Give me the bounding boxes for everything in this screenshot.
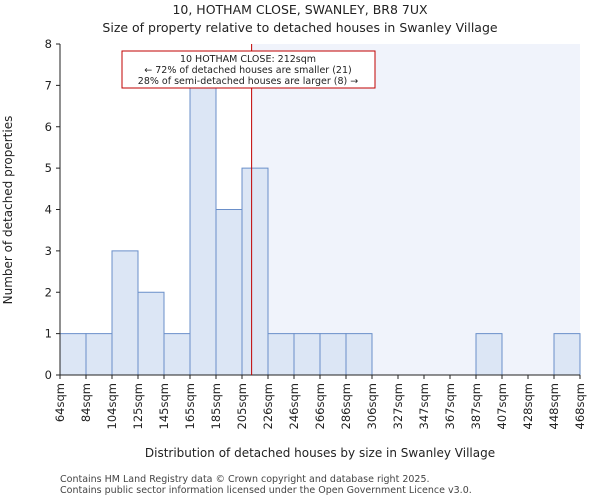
annotation-line-1: 10 HOTHAM CLOSE: 212sqm	[180, 54, 316, 65]
highlight-region	[251, 44, 580, 375]
annotation-line-3: 28% of semi-detached houses are larger (…	[138, 76, 358, 87]
x-tick-label: 407sqm	[495, 383, 509, 429]
y-tick-label: 5	[45, 161, 52, 175]
x-tick-label: 266sqm	[313, 383, 327, 429]
x-tick-label: 428sqm	[521, 383, 535, 429]
x-tick-label: 205sqm	[235, 383, 249, 429]
y-tick-label: 0	[45, 368, 52, 382]
x-tick-label: 145sqm	[157, 383, 171, 429]
bar-84sqm	[85, 333, 113, 376]
x-tick-label: 327sqm	[391, 383, 405, 429]
bar-104sqm	[111, 250, 139, 376]
x-tick-label: 367sqm	[443, 383, 457, 429]
annotation-line-2: ← 72% of detached houses are smaller (21…	[144, 65, 351, 76]
bar-205sqm	[241, 167, 269, 376]
bar-448sqm	[553, 333, 581, 376]
y-tick-label: 4	[45, 203, 52, 217]
x-tick-label: 64sqm	[53, 383, 67, 422]
x-tick-label: 84sqm	[79, 383, 93, 422]
x-tick-label: 387sqm	[469, 383, 483, 429]
x-axis-label: Distribution of detached houses by size …	[145, 446, 495, 460]
bar-246sqm	[293, 333, 321, 376]
bar-64sqm	[59, 333, 87, 376]
y-tick-label: 6	[45, 120, 52, 134]
bar-145sqm	[163, 333, 191, 376]
x-tick-label: 306sqm	[365, 383, 379, 429]
x-tick-label: 125sqm	[131, 383, 145, 429]
chart-subtitle: Size of property relative to detached ho…	[102, 20, 497, 35]
bar-286sqm	[345, 333, 373, 376]
y-tick-label: 8	[45, 37, 52, 51]
x-tick-label: 104sqm	[105, 383, 119, 429]
y-axis-label: Number of detached properties	[1, 116, 15, 305]
chart-title: 10, HOTHAM CLOSE, SWANLEY, BR8 7UX	[172, 2, 428, 17]
footer-line-1: Contains HM Land Registry data © Crown c…	[60, 474, 430, 485]
annotation-box	[121, 50, 376, 89]
bar-387sqm	[475, 333, 503, 376]
x-tick-label: 185sqm	[209, 383, 223, 429]
y-tick-label: 2	[45, 285, 52, 299]
plot-area: 0 1 2 3 4 5 6 7 8 64sqm 84sqm 104sqm 125sqm 145sqm 165…	[45, 37, 587, 429]
bar-266sqm	[319, 333, 347, 376]
x-tick-label: 347sqm	[417, 383, 431, 429]
x-tick-label: 246sqm	[287, 383, 301, 429]
x-tick-label: 165sqm	[183, 383, 197, 429]
bar-185sqm	[215, 209, 243, 376]
bar-226sqm	[267, 333, 295, 376]
x-tick-label: 448sqm	[547, 383, 561, 429]
footer-line-2: Contains public sector information licen…	[60, 485, 472, 496]
y-tick-label: 1	[45, 327, 52, 341]
y-tick-label: 7	[45, 78, 52, 92]
y-tick-label: 3	[45, 244, 52, 258]
x-tick-label: 226sqm	[261, 383, 275, 429]
x-tick-label: 286sqm	[339, 383, 353, 429]
x-tick-label: 468sqm	[573, 383, 587, 429]
bar-125sqm	[137, 291, 165, 376]
bar-165sqm	[189, 84, 217, 376]
